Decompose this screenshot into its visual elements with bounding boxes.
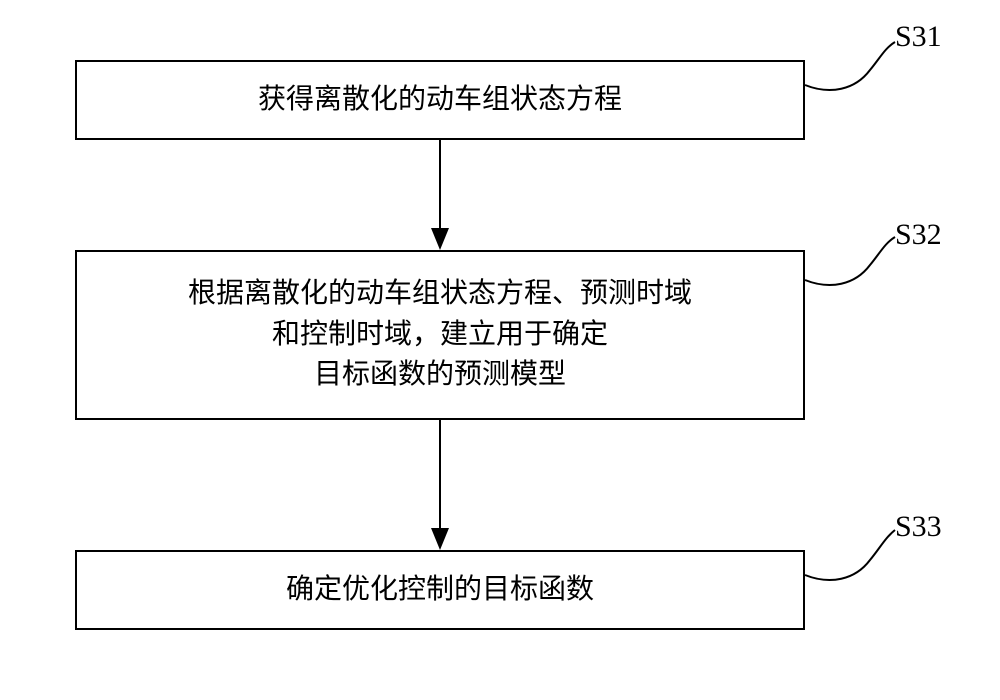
step-label-s32: S32 xyxy=(895,218,942,252)
arrow-s32-s33-head xyxy=(431,528,449,550)
flow-node-s31-text: 获得离散化的动车组状态方程 xyxy=(258,80,622,121)
step-label-s31-text: S31 xyxy=(895,20,942,53)
arrow-s31-s32-head xyxy=(431,228,449,250)
arrow-s31-s32-line xyxy=(439,140,441,228)
flowchart-canvas: 获得离散化的动车组状态方程 根据离散化的动车组状态方程、预测时域 和控制时域，建… xyxy=(0,0,1000,700)
flow-node-s31: 获得离散化的动车组状态方程 xyxy=(75,60,805,140)
leader-s31 xyxy=(805,42,895,90)
leader-s33 xyxy=(805,530,895,580)
flow-node-s32: 根据离散化的动车组状态方程、预测时域 和控制时域，建立用于确定 目标函数的预测模… xyxy=(75,250,805,420)
step-label-s32-text: S32 xyxy=(895,218,942,251)
leader-s32 xyxy=(805,237,895,285)
flow-node-s33: 确定优化控制的目标函数 xyxy=(75,550,805,630)
flow-node-s32-text: 根据离散化的动车组状态方程、预测时域 和控制时域，建立用于确定 目标函数的预测模… xyxy=(188,274,692,396)
flow-node-s33-text: 确定优化控制的目标函数 xyxy=(286,570,594,611)
step-label-s31: S31 xyxy=(895,20,942,54)
arrow-s32-s33-line xyxy=(439,420,441,528)
step-label-s33-text: S33 xyxy=(895,510,942,543)
step-label-s33: S33 xyxy=(895,510,942,544)
